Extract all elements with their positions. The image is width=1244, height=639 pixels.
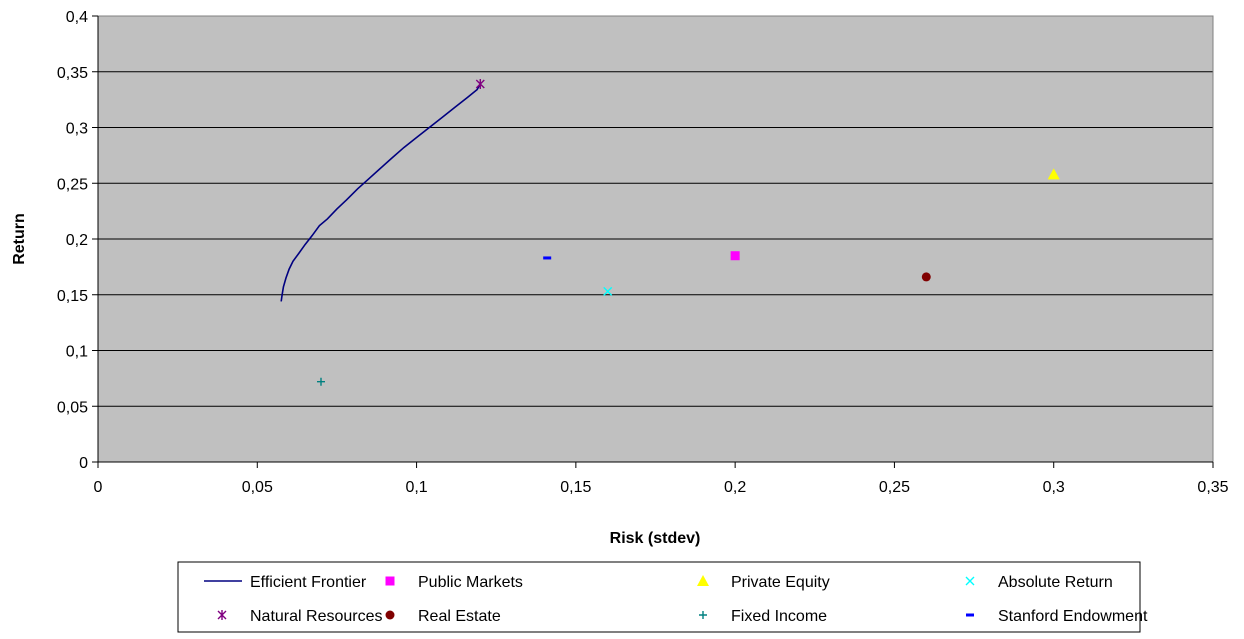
data-point-real-estate (921, 272, 931, 282)
legend-item: Fixed Income (699, 608, 827, 625)
legend-label: Stanford Endowment (998, 608, 1148, 625)
legend-swatch (965, 576, 975, 586)
legend-label: Fixed Income (731, 608, 827, 625)
ticks: 0 0,05 0,1 0,15 0,2 0,25 0,3 0,35 0,4 0 0,05 0,1 0,1… (57, 9, 1229, 496)
legend-box (177, 561, 1141, 633)
legend-item: Absolute Return (965, 574, 1113, 591)
x-tick-label: 0,2 (724, 479, 746, 496)
legend-item: Private Equity (697, 574, 830, 591)
x-tick-label: 0,05 (242, 479, 273, 496)
legend-label: Efficient Frontier (250, 574, 367, 591)
legend-swatch (699, 611, 707, 619)
y-axis-title: Return (11, 213, 28, 265)
legend-label: Absolute Return (998, 574, 1113, 591)
x-tick-label: 0 (94, 479, 103, 496)
legend-label: Private Equity (731, 574, 830, 591)
y-tick-label: 0,4 (66, 9, 88, 26)
legend-item: Stanford Endowment (966, 608, 1148, 625)
x-tick-label: 0,3 (1043, 479, 1065, 496)
data-point-natural-resources (475, 79, 485, 90)
legend-swatch (697, 575, 709, 586)
x-tick-label: 0,15 (560, 479, 591, 496)
data-point-public-markets (730, 251, 740, 261)
data-point-absolute-return (603, 286, 613, 296)
data-point-fixed-income (317, 377, 325, 386)
y-tick-label: 0 (79, 455, 88, 472)
data-point-private-equity (1047, 168, 1060, 180)
series-layer (280, 79, 1060, 386)
data-point-stanford-endowment (543, 256, 552, 260)
x-tick-label: 0,25 (879, 479, 910, 496)
legend-label: Public Markets (418, 574, 523, 591)
legend-item: Efficient Frontier (204, 574, 367, 591)
y-tick-label: 0,25 (57, 176, 88, 193)
legend-label: Real Estate (418, 608, 501, 625)
y-tick-label: 0,1 (66, 344, 88, 361)
legend-label: Natural Resources (250, 608, 383, 625)
series-line-efficient-frontier (280, 83, 481, 302)
x-tick-label: 0,35 (1197, 479, 1228, 496)
legend-item: Public Markets (385, 574, 523, 591)
legend: Efficient Frontier Public Markets Private … (177, 561, 1148, 633)
y-tick-label: 0,3 (66, 121, 88, 138)
legend-item: Real Estate (385, 608, 501, 625)
legend-swatch (966, 613, 974, 617)
y-tick-label: 0,15 (57, 288, 88, 305)
legend-swatch (385, 610, 395, 620)
y-tick-label: 0,35 (57, 65, 88, 82)
legend-swatch (217, 610, 227, 620)
y-tick-label: 0,05 (57, 399, 88, 416)
x-tick-label: 0,1 (405, 479, 427, 496)
legend-swatch (385, 576, 395, 586)
y-tick-label: 0,2 (66, 232, 88, 249)
legend-item: Natural Resources (217, 608, 383, 625)
x-axis-title: Risk (stdev) (610, 530, 701, 547)
